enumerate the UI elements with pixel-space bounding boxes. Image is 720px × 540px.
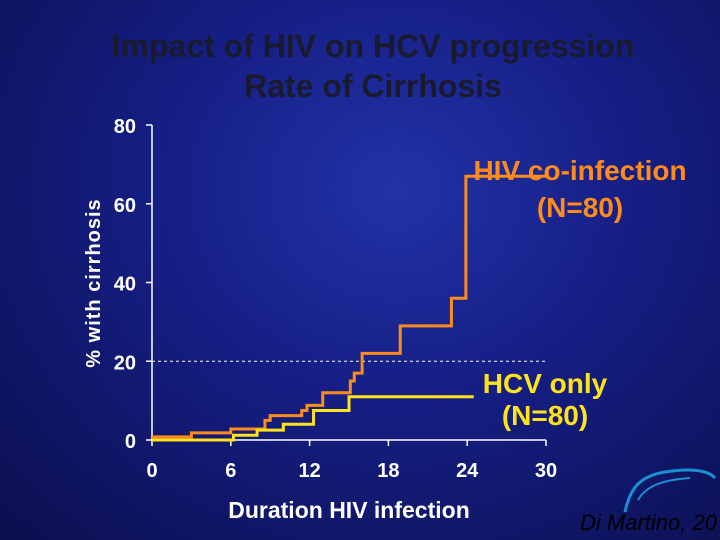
x-tick-label: 12 [298,460,320,482]
citation: Di Martino, 20 [580,510,717,535]
x-tick-label: 24 [456,460,479,482]
chart-title: Impact of HIV on HCV progression [111,28,635,64]
y-axis-title: % with cirrhosis [83,198,105,367]
hcv-label-line2: (N=80) [502,400,588,431]
tick-labels: 0 20 40 60 80 0 6 12 18 24 30 [114,116,557,482]
series-layer [152,174,546,442]
x-tick-label: 6 [225,460,236,482]
liver-logo-icon [623,468,717,513]
x-tick-label: 30 [535,460,557,482]
y-tick-label: 0 [125,431,136,453]
hcv-only-series-line [152,395,474,442]
x-tick-label: 0 [146,460,157,482]
chart-subtitle: Rate of Cirrhosis [244,68,502,104]
hiv-label-line1: HIV co-infection [473,155,686,186]
liver-logo-inner-icon [637,477,691,501]
y-tick-label: 60 [114,195,136,217]
hiv-label-line2: (N=80) [537,192,623,223]
x-axis-title: Duration HIV infection [228,497,470,523]
y-tick-label: 40 [114,274,136,296]
x-tick-label: 18 [377,460,399,482]
hcv-label-line1: HCV only [483,368,608,399]
y-tick-label: 80 [114,116,136,138]
y-tick-label: 20 [114,352,136,374]
